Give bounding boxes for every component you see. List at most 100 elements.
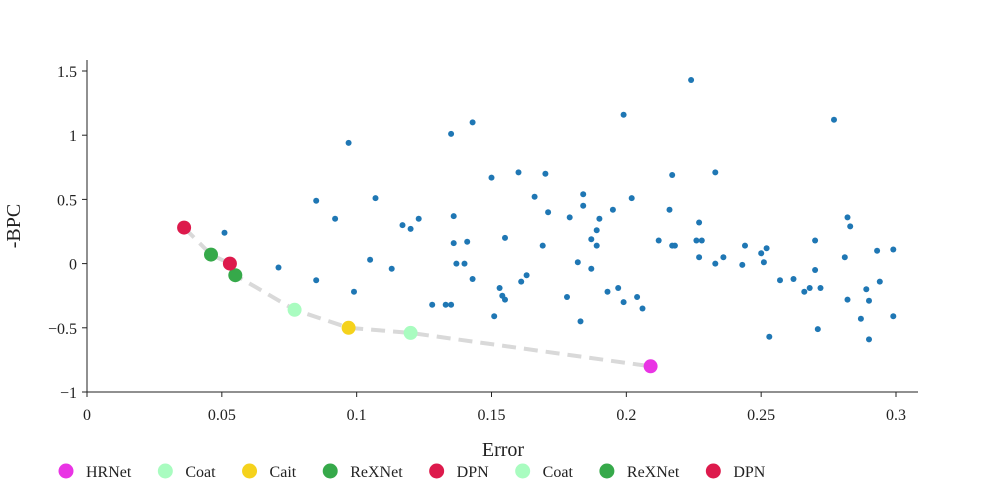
x-tick-label: 0.1 (347, 407, 367, 424)
y-axis-title: -BPC (3, 204, 25, 248)
data-point (502, 234, 508, 241)
data-point (831, 116, 837, 123)
data-point (620, 111, 627, 118)
data-point (469, 276, 476, 282)
y-tick: 1.5 (57, 64, 87, 81)
data-point (491, 313, 498, 320)
data-point (866, 297, 872, 304)
data-point (345, 139, 352, 146)
data-point (593, 227, 600, 234)
data-point (604, 288, 611, 295)
legend-label: Coat (185, 464, 216, 481)
data-point (739, 261, 746, 268)
legend-item-dpn[interactable]: DPN (429, 463, 489, 482)
series-point-dpn (222, 256, 237, 271)
legend-item-hrnet[interactable]: HRNet (58, 463, 132, 482)
data-point (671, 242, 678, 249)
data-point (588, 236, 595, 243)
data-point (564, 294, 570, 300)
data-point (876, 278, 883, 285)
data-point (844, 296, 851, 303)
data-point (515, 169, 522, 176)
data-point (518, 278, 525, 285)
data-point (628, 195, 635, 202)
legend-item-cait[interactable]: Cait (242, 463, 297, 482)
highlighted-points (177, 220, 658, 374)
legend-item-coat[interactable]: Coat (515, 463, 573, 482)
y-tick-label: −0.5 (48, 321, 77, 338)
data-point (448, 130, 455, 137)
data-point (841, 254, 848, 261)
y-tick-label: 1 (69, 128, 77, 145)
series-point-rexnet (228, 268, 243, 283)
data-point (275, 264, 282, 271)
data-point (542, 170, 549, 177)
data-point (464, 238, 471, 245)
data-point (847, 223, 854, 230)
data-point (596, 215, 603, 222)
axes: 0 0.05 0.1 0.15 0.2 0.25 0.3 1.5 1 0.5 0 −0.5 −1 (48, 60, 918, 424)
data-point (351, 288, 357, 295)
data-point (580, 202, 587, 209)
y-tick: 0 (69, 257, 87, 274)
data-point (696, 219, 703, 226)
data-point (502, 296, 508, 303)
x-tick-label: 0.25 (747, 407, 775, 424)
y-tick-label: 0.5 (57, 192, 77, 209)
x-tick-label: 0.2 (616, 407, 636, 424)
data-point (844, 214, 851, 221)
legend-label: ReXNet (627, 464, 680, 481)
legend-item-rexnet[interactable]: ReXNet (599, 463, 680, 482)
data-point (461, 260, 468, 267)
data-point (332, 215, 339, 222)
y-tick: −0.5 (48, 321, 87, 338)
y-tick: −1 (60, 385, 87, 402)
data-point (588, 265, 595, 272)
data-point (469, 119, 476, 126)
data-point (221, 229, 228, 236)
data-point (539, 242, 546, 249)
x-tick: 0 (83, 392, 91, 424)
data-point (693, 237, 700, 244)
data-point (639, 305, 646, 312)
legend-label: HRNet (86, 464, 132, 481)
data-point (857, 315, 864, 322)
data-point (574, 259, 581, 266)
data-point (448, 301, 455, 308)
x-tick: 0.15 (478, 392, 506, 424)
legend-item-coat[interactable]: Coat (157, 463, 216, 482)
legend-item-dpn[interactable]: DPN (705, 463, 766, 482)
data-point (790, 276, 797, 282)
series-point-cait (341, 320, 356, 335)
data-point (812, 237, 819, 244)
x-tick-label: 0.3 (886, 407, 906, 424)
background-points (221, 77, 897, 343)
data-point (407, 225, 414, 232)
legend-swatch (599, 463, 615, 479)
data-point (720, 254, 727, 261)
data-point (758, 250, 765, 257)
legend-swatch (58, 463, 74, 479)
series-point-dpn (177, 220, 192, 235)
data-point (313, 277, 320, 284)
data-point (580, 191, 587, 198)
data-point (450, 240, 457, 247)
data-point (488, 174, 495, 181)
y-tick: 1 (69, 128, 87, 145)
pareto-frontier (182, 226, 651, 369)
legend[interactable]: HRNet Coat Cait ReXNet DPN Coat ReXNet DPN (58, 463, 766, 482)
x-axis-title: Error (482, 439, 525, 461)
legend-item-rexnet[interactable]: ReXNet (322, 463, 403, 482)
y-tick-label: 1.5 (57, 64, 77, 81)
data-point (429, 301, 436, 308)
data-point (531, 193, 538, 200)
data-point (566, 214, 573, 221)
data-point (442, 301, 449, 308)
data-point (766, 333, 773, 340)
legend-swatch (242, 463, 258, 479)
data-point (609, 206, 616, 213)
data-point (763, 245, 770, 252)
data-point (399, 222, 406, 229)
data-point (415, 215, 422, 222)
data-point (615, 285, 622, 291)
